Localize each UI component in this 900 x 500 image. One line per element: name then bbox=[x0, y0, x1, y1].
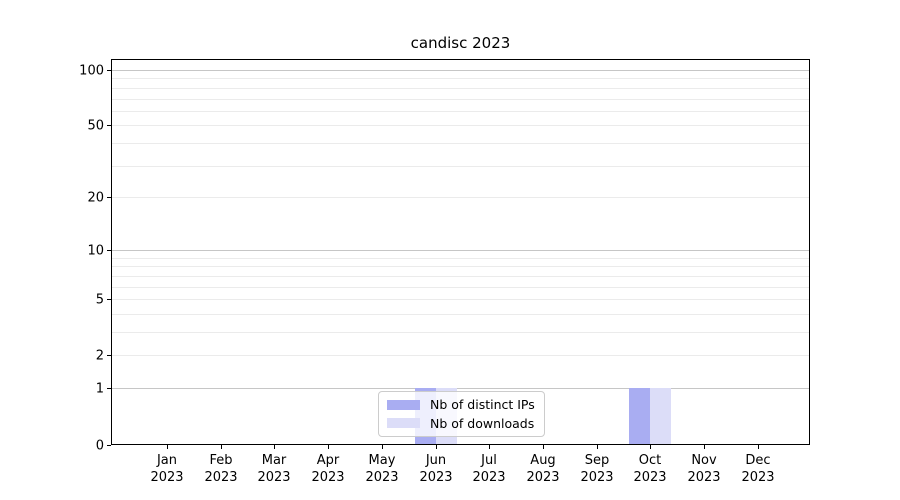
x-axis-tick-label-year: 2023 bbox=[419, 470, 453, 485]
x-axis-tick-label-year: 2023 bbox=[741, 470, 775, 485]
x-axis-tick bbox=[704, 445, 705, 449]
x-axis-tick-label-year: 2023 bbox=[150, 470, 184, 485]
x-axis-tick-label-year: 2023 bbox=[204, 470, 238, 485]
x-axis-tick bbox=[597, 445, 598, 449]
x-axis-tick bbox=[758, 445, 759, 449]
x-axis-tick bbox=[489, 445, 490, 449]
x-axis-tick-label-month: Dec bbox=[745, 453, 771, 468]
y-gridline-minor bbox=[112, 276, 809, 277]
x-axis-tick-label: Mar 2023 bbox=[246, 452, 302, 486]
y-axis-tick bbox=[107, 197, 111, 198]
x-axis-tick bbox=[221, 445, 222, 449]
x-axis-tick-label: Oct 2023 bbox=[622, 452, 678, 486]
y-gridline-major bbox=[112, 70, 809, 71]
x-axis-tick-label-month: Jan bbox=[156, 453, 178, 468]
y-axis-tick bbox=[107, 355, 111, 356]
x-axis-tick-label-year: 2023 bbox=[472, 470, 506, 485]
x-axis-tick-label: Jan 2023 bbox=[139, 452, 195, 486]
y-gridline-minor bbox=[112, 299, 809, 300]
y-gridline-minor bbox=[112, 111, 809, 112]
x-axis-tick-label-month: May bbox=[368, 453, 396, 468]
x-axis-tick-label-year: 2023 bbox=[257, 470, 291, 485]
y-gridline-minor bbox=[112, 197, 809, 198]
x-axis-tick-label: Aug 2023 bbox=[515, 452, 571, 486]
x-axis-tick-label-year: 2023 bbox=[580, 470, 614, 485]
y-gridline-minor bbox=[112, 258, 809, 259]
x-axis-tick-label: Dec 2023 bbox=[730, 452, 786, 486]
x-axis-tick-label: Jun 2023 bbox=[408, 452, 464, 486]
gridlines-layer bbox=[112, 60, 809, 444]
y-gridline-minor bbox=[112, 143, 809, 144]
x-axis-tick-label-month: Feb bbox=[209, 453, 233, 468]
y-gridline-minor bbox=[112, 88, 809, 89]
y-axis-tick bbox=[107, 388, 111, 389]
x-axis-tick-label: May 2023 bbox=[354, 452, 410, 486]
y-axis-tick bbox=[107, 250, 111, 251]
x-axis-tick bbox=[543, 445, 544, 449]
y-axis-tick-label: 100 bbox=[79, 63, 104, 78]
legend-item-distinct-ips: Nb of distinct IPs bbox=[387, 397, 536, 413]
y-gridline-minor bbox=[112, 355, 809, 356]
x-axis-tick-label: Jul 2023 bbox=[461, 452, 517, 486]
x-axis-tick-label: Sep 2023 bbox=[569, 452, 625, 486]
y-gridline-minor bbox=[112, 166, 809, 167]
y-axis-tick-label: 5 bbox=[95, 292, 104, 307]
y-gridline-minor bbox=[112, 332, 809, 333]
y-gridline-minor bbox=[112, 99, 809, 100]
x-axis-tick bbox=[650, 445, 651, 449]
y-axis-tick-label: 1 bbox=[95, 381, 104, 396]
x-axis-tick-label-month: Oct bbox=[638, 453, 662, 468]
y-gridline-minor bbox=[112, 266, 809, 267]
legend-label-downloads: Nb of downloads bbox=[430, 415, 535, 431]
x-axis-tick-label-year: 2023 bbox=[365, 470, 399, 485]
x-axis-tick-label: Nov 2023 bbox=[676, 452, 732, 486]
x-axis-tick bbox=[328, 445, 329, 449]
x-axis-tick-label-month: Mar bbox=[261, 453, 287, 468]
x-axis-tick-label-year: 2023 bbox=[526, 470, 560, 485]
x-axis-tick-label: Apr 2023 bbox=[300, 452, 356, 486]
legend-swatch-downloads bbox=[387, 418, 420, 429]
x-axis-tick-label: Feb 2023 bbox=[193, 452, 249, 486]
axis-ticks-layer: 0 1 2 5 10 20 50 100 Jan 2023 Feb 2023 Mar 2023 Apr 202… bbox=[79, 60, 809, 485]
y-axis-tick-label: 20 bbox=[87, 190, 104, 205]
y-axis-tick-label: 0 bbox=[95, 438, 104, 453]
bar-downloads bbox=[650, 388, 671, 444]
x-axis-tick-label-year: 2023 bbox=[687, 470, 721, 485]
chart-title: candisc 2023 bbox=[410, 34, 511, 52]
x-axis-tick bbox=[274, 445, 275, 449]
legend-item-downloads: Nb of downloads bbox=[387, 416, 536, 432]
x-axis-tick-label-month: Nov bbox=[691, 453, 717, 468]
x-axis-tick bbox=[436, 445, 437, 449]
y-gridline-minor bbox=[112, 314, 809, 315]
legend-swatch-distinct-ips bbox=[387, 399, 420, 410]
y-axis-tick-label: 50 bbox=[87, 118, 104, 133]
plot-area: 0 1 2 5 10 20 50 100 Jan 2023 Feb 2023 Mar 2023 Apr 202… bbox=[79, 59, 810, 485]
x-axis-tick-label-month: Apr bbox=[316, 453, 340, 468]
bars-layer bbox=[112, 60, 809, 444]
x-axis-tick-label-month: Jul bbox=[481, 453, 497, 468]
x-axis-tick-label-year: 2023 bbox=[633, 470, 667, 485]
y-gridline-major bbox=[112, 250, 809, 251]
bar-distinct-ips bbox=[629, 388, 650, 444]
y-axis-tick-label: 10 bbox=[87, 243, 104, 258]
y-gridline-major bbox=[112, 388, 809, 389]
y-axis-tick bbox=[107, 299, 111, 300]
legend: Nb of distinct IPs Nb of downloads bbox=[378, 391, 545, 437]
y-axis-tick bbox=[107, 125, 111, 126]
x-axis-tick-label-month: Jun bbox=[425, 453, 447, 468]
x-axis-tick bbox=[382, 445, 383, 449]
legend-label-distinct-ips: Nb of distinct IPs bbox=[430, 397, 535, 413]
x-axis-tick-label-month: Aug bbox=[530, 453, 556, 468]
y-axis-tick-label: 2 bbox=[95, 348, 104, 363]
y-gridline-minor bbox=[112, 287, 809, 288]
x-axis-tick-label-month: Sep bbox=[584, 453, 610, 468]
y-gridline-minor bbox=[112, 125, 809, 126]
y-axis-tick bbox=[107, 70, 111, 71]
y-axis-tick bbox=[107, 445, 111, 446]
x-axis-tick bbox=[167, 445, 168, 449]
y-gridline-minor bbox=[112, 78, 809, 79]
x-axis-tick-label-year: 2023 bbox=[311, 470, 345, 485]
